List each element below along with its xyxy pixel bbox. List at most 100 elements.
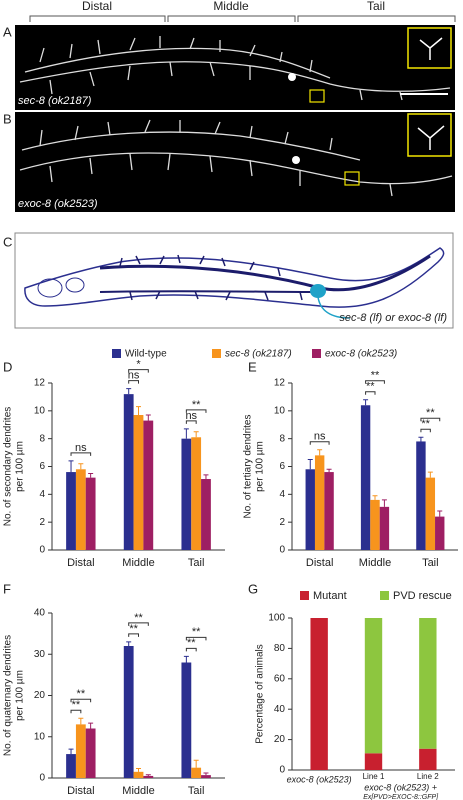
- significance-bracket: [185, 409, 207, 413]
- error-bar: [381, 499, 387, 507]
- region-brackets: [29, 15, 456, 22]
- y-tick-label: 0: [39, 773, 45, 784]
- bar: [324, 472, 334, 550]
- significance-bracket: [365, 391, 376, 395]
- bar: [123, 646, 134, 778]
- significance-label: **: [77, 688, 86, 700]
- significance-label: **: [366, 381, 375, 393]
- bar: [133, 771, 144, 778]
- y-tick-label: 10: [274, 405, 286, 416]
- significance-bracket: [420, 417, 441, 422]
- legend-label: Wild-type: [125, 349, 167, 360]
- significance-label: **: [426, 407, 435, 419]
- legend-label: PVD rescue: [393, 590, 452, 602]
- error-bar: [307, 459, 313, 470]
- error-bar: [193, 759, 199, 768]
- error-bar: [183, 428, 189, 439]
- legend-swatch: [112, 349, 121, 358]
- bar: [75, 469, 86, 550]
- significance-label: **: [192, 626, 201, 638]
- significance-label: **: [421, 418, 430, 430]
- significance-bracket: [128, 633, 139, 637]
- significance-label: **: [371, 370, 380, 382]
- panel-letter: C: [3, 234, 12, 249]
- x-tick-label: Tail: [422, 557, 439, 569]
- significance-bracket: [365, 380, 385, 384]
- x-tick-label: Tail: [188, 785, 205, 797]
- bar: [85, 477, 96, 550]
- legend-label: exoc-8 (ok2523): [325, 349, 397, 360]
- micrograph-a: [15, 25, 455, 110]
- y-tick-label: 0: [279, 765, 285, 776]
- significance-bracket: [185, 420, 197, 424]
- x-tick-label: Distal: [67, 785, 95, 797]
- y-axis-label: No. of quaternary dendrites: [3, 635, 14, 756]
- significance-label: *: [136, 358, 141, 370]
- error-bar: [317, 449, 323, 456]
- bar: [370, 499, 380, 550]
- error-bar: [193, 431, 199, 438]
- y-tick-label: 10: [34, 731, 46, 742]
- bar: [305, 469, 315, 550]
- x-tick-label: Line 1: [363, 772, 385, 781]
- bar-segment: [364, 753, 383, 770]
- significance-label: ns: [185, 410, 197, 422]
- y-tick-label: 10: [34, 405, 46, 416]
- panel-letter: D: [3, 359, 12, 374]
- y-tick-label: 20: [34, 690, 46, 701]
- y-tick-label: 30: [34, 649, 46, 660]
- significance-bracket: [185, 647, 197, 652]
- y-axis-label: No. of tertiary dendrites: [243, 415, 254, 519]
- error-bar: [136, 406, 141, 416]
- y-tick-label: 12: [274, 378, 286, 389]
- error-bar: [78, 463, 84, 470]
- error-bar: [145, 774, 151, 776]
- bar: [181, 662, 192, 778]
- x-tick-label: Middle: [359, 557, 391, 569]
- y-axis-label: per 100 µm: [15, 441, 26, 492]
- significance-label: **: [134, 612, 143, 624]
- y-axis-label: per 100 µm: [255, 441, 266, 492]
- bar: [360, 405, 371, 550]
- bar: [66, 472, 76, 550]
- bar: [201, 479, 211, 550]
- bar: [75, 724, 86, 778]
- significance-label: **: [192, 399, 201, 411]
- significance-bracket: [70, 709, 82, 714]
- image-label: sec-8 (ok2187): [18, 95, 92, 107]
- significance-bracket: [128, 369, 149, 373]
- y-tick-label: 60: [274, 673, 286, 684]
- significance-label: ns: [128, 369, 140, 381]
- error-bar: [418, 436, 424, 442]
- significance-label: **: [72, 699, 81, 711]
- error-bar: [126, 641, 132, 646]
- significance-label: **: [187, 637, 196, 649]
- bracket: [167, 15, 296, 22]
- y-tick-label: 4: [279, 489, 285, 500]
- bar: [435, 516, 445, 550]
- region-label: Tail: [367, 0, 385, 13]
- error-bar: [203, 772, 209, 776]
- error-bar: [68, 748, 74, 755]
- bar: [143, 775, 154, 778]
- y-tick-label: 2: [39, 517, 45, 528]
- bar: [191, 437, 202, 550]
- y-axis-label: No. of secondary dendrites: [3, 407, 14, 527]
- y-tick-label: 100: [268, 613, 285, 624]
- micrograph-b: [15, 112, 455, 212]
- bar: [191, 767, 202, 778]
- bracket: [29, 15, 166, 22]
- significance-bracket: [70, 452, 92, 456]
- x-tick-label: Distal: [306, 557, 334, 569]
- bracket: [297, 15, 456, 22]
- y-tick-label: 4: [39, 489, 45, 500]
- significance-label: ns: [314, 431, 326, 443]
- image-label: exoc-8 (ok2523): [18, 198, 98, 210]
- error-bar: [126, 388, 132, 395]
- y-tick-label: 0: [39, 545, 45, 556]
- y-tick-label: 2: [279, 517, 285, 528]
- error-bar: [68, 460, 74, 473]
- error-bar: [136, 768, 141, 772]
- bar: [425, 477, 436, 550]
